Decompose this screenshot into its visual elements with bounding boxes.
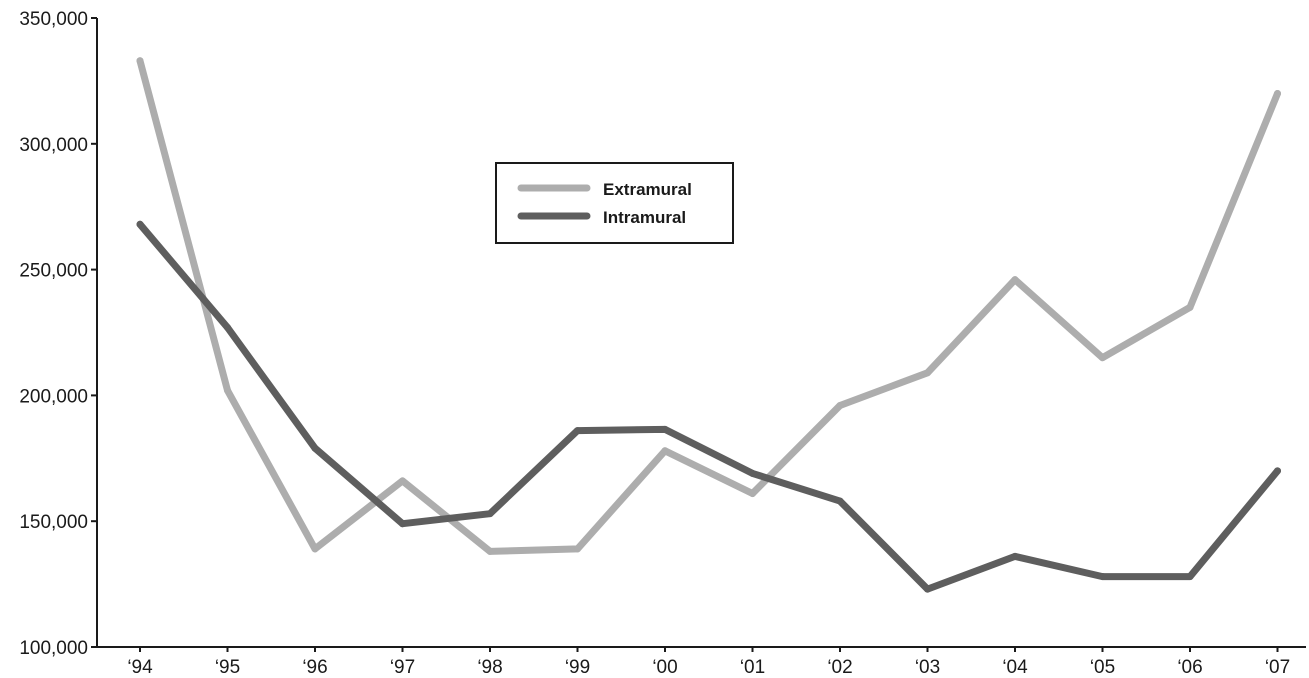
- data-point-intramural: [224, 323, 231, 331]
- y-tick-label: 250,000: [19, 261, 88, 282]
- y-tick-label: 300,000: [19, 135, 88, 156]
- x-tick-label: ‘98: [477, 657, 502, 678]
- series-lines: [136, 57, 1281, 593]
- chart-axes: [96, 18, 1306, 648]
- y-tick-label: 100,000: [19, 638, 88, 659]
- legend: Extramural Intramural: [495, 162, 734, 244]
- data-point-extramural: [224, 386, 231, 394]
- data-point-extramural: [661, 447, 669, 455]
- data-point-extramural: [924, 369, 931, 377]
- data-point-extramural: [399, 477, 406, 485]
- x-tick-label: ‘95: [215, 657, 240, 678]
- data-point-intramural: [1099, 573, 1106, 581]
- data-point-extramural: [1274, 89, 1281, 97]
- x-tick-label: ‘99: [565, 657, 590, 678]
- data-point-intramural: [1274, 467, 1281, 475]
- data-point-extramural: [1099, 354, 1106, 362]
- series-line-intramural: [136, 220, 1281, 593]
- y-axis-ticks: 100,000 150,000 200,000 250,000 300,000 350,0…: [19, 9, 97, 659]
- x-tick-label: ‘00: [652, 657, 677, 678]
- x-tick-label: ‘03: [915, 657, 940, 678]
- data-point-intramural: [749, 469, 756, 477]
- y-tick-label: 150,000: [19, 512, 88, 533]
- y-tick-label: 200,000: [19, 386, 88, 407]
- x-tick-label: ‘01: [740, 657, 765, 678]
- data-point-intramural: [924, 585, 931, 593]
- data-point-intramural: [1186, 573, 1194, 581]
- data-point-intramural: [574, 427, 581, 435]
- x-tick-label: ‘96: [302, 657, 327, 678]
- legend-label-extramural: Extramural: [603, 180, 692, 199]
- data-point-extramural: [836, 401, 844, 409]
- data-point-intramural: [486, 510, 494, 518]
- y-tick-label: 350,000: [19, 9, 88, 30]
- x-tick-label: ‘07: [1265, 657, 1290, 678]
- data-point-extramural: [136, 57, 144, 65]
- legend-box: [495, 162, 734, 244]
- x-tick-label: ‘04: [1002, 657, 1028, 678]
- data-point-extramural: [1011, 276, 1019, 284]
- x-tick-label: ‘05: [1090, 657, 1115, 678]
- data-point-extramural: [486, 547, 494, 555]
- x-tick-label: ‘97: [390, 657, 415, 678]
- data-point-intramural: [136, 220, 144, 228]
- legend-label-intramural: Intramural: [603, 208, 686, 227]
- x-tick-label: ‘94: [127, 657, 153, 678]
- data-point-extramural: [574, 545, 581, 553]
- x-tick-label: ‘02: [827, 657, 852, 678]
- data-point-intramural: [311, 444, 319, 452]
- data-point-intramural: [836, 497, 844, 505]
- data-point-extramural: [311, 545, 319, 553]
- x-tick-label: ‘06: [1177, 657, 1202, 678]
- data-point-extramural: [749, 490, 756, 498]
- data-point-intramural: [399, 520, 406, 528]
- data-point-intramural: [661, 425, 669, 433]
- x-axis-ticks: ‘94 ‘95 ‘96 ‘97 ‘98 ‘99 ‘00 ‘01 ‘02 ‘03 ‘04 ‘05 ‘06 ‘…: [127, 647, 1290, 678]
- data-point-extramural: [1186, 303, 1194, 311]
- series-line-extramural: [136, 57, 1281, 555]
- data-point-intramural: [1011, 552, 1019, 560]
